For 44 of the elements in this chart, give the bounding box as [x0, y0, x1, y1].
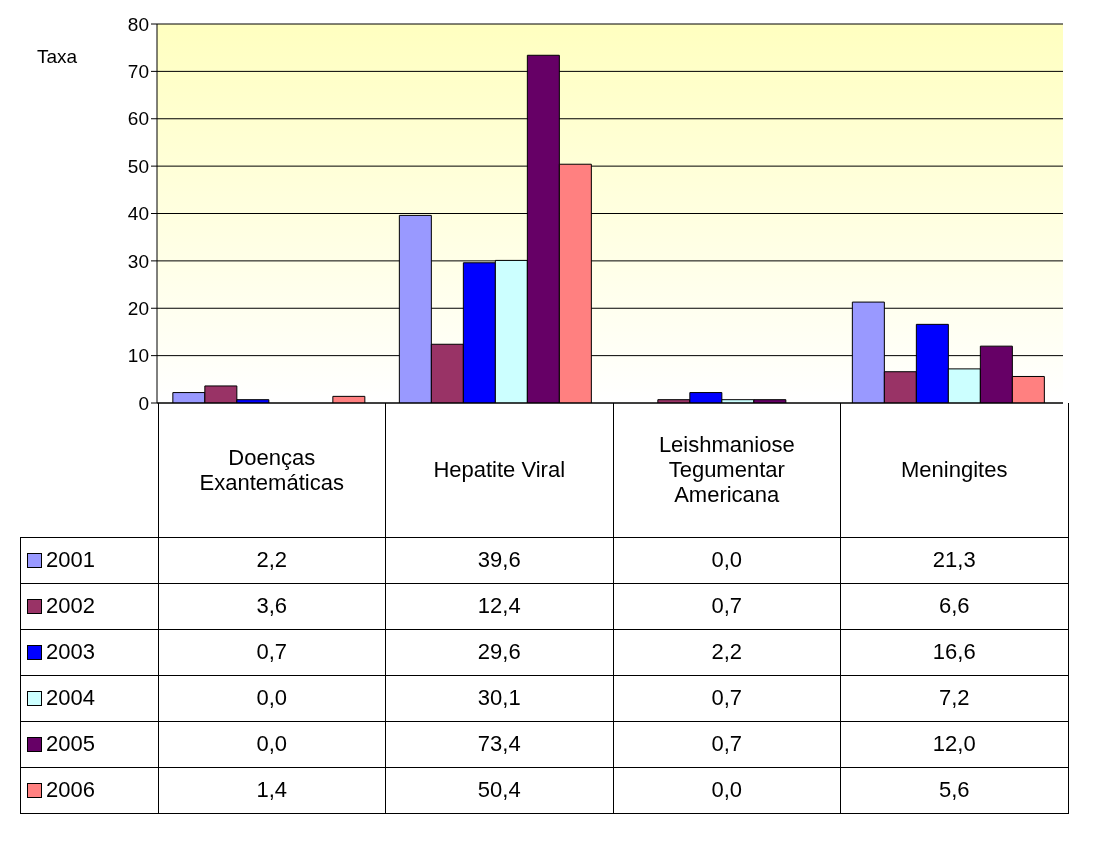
legend-label: 2004 [46, 685, 95, 711]
data-label: 2,2 [158, 537, 386, 583]
data-label: 30,1 [385, 675, 613, 721]
data-label: 12,0 [840, 721, 1068, 767]
x-tick-label: Doenças Exantemáticas [198, 444, 345, 495]
data-label: 0,0 [613, 767, 841, 813]
data-label: 2,2 [613, 629, 841, 675]
y-tick-label: 50 [127, 155, 149, 177]
x-tick-label: Meningites [900, 457, 1009, 483]
data-label: 0,7 [158, 629, 386, 675]
y-tick-label: 40 [127, 203, 149, 225]
y-tick-label: 20 [127, 297, 149, 319]
y-tick-label: 10 [127, 345, 149, 367]
y-tick-label: 30 [127, 250, 149, 272]
legend-label: 2001 [46, 547, 95, 573]
data-label: 0,7 [613, 721, 841, 767]
data-label: 12,4 [385, 583, 613, 629]
data-label: 39,6 [385, 537, 613, 583]
legend-label: 2005 [46, 731, 95, 757]
y-tick-label: 70 [127, 61, 149, 83]
x-tick-label: Leishmaniose Tegumentar Americana [657, 432, 796, 508]
legend-label: 2006 [46, 777, 95, 803]
data-label: 29,6 [385, 629, 613, 675]
data-label: 0,7 [613, 583, 841, 629]
data-label: 3,6 [158, 583, 386, 629]
y-tick-label: 0 [138, 392, 149, 414]
x-tick-label: Hepatite Viral [432, 457, 567, 483]
data-label: 0,0 [158, 675, 386, 721]
data-label: 50,4 [385, 767, 613, 813]
data-label: 0,0 [158, 721, 386, 767]
y-tick-label: 60 [127, 108, 149, 130]
legend-label: 2003 [46, 639, 95, 665]
legend-label: 2002 [46, 593, 95, 619]
data-label: 0,7 [613, 675, 841, 721]
data-label: 7,2 [840, 675, 1068, 721]
data-label: 0,0 [613, 537, 841, 583]
data-label: 73,4 [385, 721, 613, 767]
data-label: 21,3 [840, 537, 1068, 583]
y-axis-title: Taxa [37, 46, 78, 68]
data-label: 1,4 [158, 767, 386, 813]
data-label: 16,6 [840, 629, 1068, 675]
y-tick-label: 80 [127, 13, 149, 35]
data-label: 5,6 [840, 767, 1068, 813]
data-label: 6,6 [840, 583, 1068, 629]
